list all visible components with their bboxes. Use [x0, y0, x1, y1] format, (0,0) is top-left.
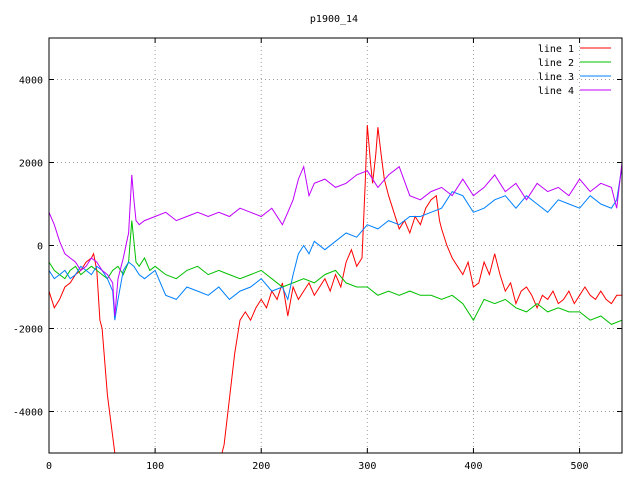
x-tick-label: 200 — [252, 461, 270, 472]
x-tick-label: 400 — [464, 461, 482, 472]
series-line-3 — [49, 166, 622, 321]
y-tick-label: 2000 — [19, 159, 43, 170]
series-line-4 — [49, 162, 622, 317]
chart-title: p1900_14 — [310, 14, 358, 25]
legend: line 1 line 2 line 3 line 4 — [538, 44, 611, 97]
gridlines — [49, 38, 622, 453]
legend-label-2: line 2 — [538, 58, 574, 69]
legend-label-3: line 3 — [538, 72, 574, 83]
series-line-2 — [49, 220, 622, 325]
legend-label-4: line 4 — [538, 86, 574, 97]
y-tick-label: -4000 — [13, 408, 43, 419]
plot-frame — [48, 37, 623, 454]
x-tick-label: 0 — [46, 461, 52, 472]
axis-ticks: 0 100 200 300 400 500 -4000 -2000 0 2000 4000 — [13, 38, 622, 472]
x-tick-label: 100 — [146, 461, 164, 472]
y-tick-label: -2000 — [13, 325, 43, 336]
series-layer — [49, 125, 622, 453]
legend-label-1: line 1 — [538, 44, 574, 55]
series-line-1 — [49, 125, 622, 453]
y-tick-label: 0 — [37, 242, 43, 253]
y-tick-label: 4000 — [19, 76, 43, 87]
x-tick-label: 500 — [571, 461, 589, 472]
x-tick-label: 300 — [358, 461, 376, 472]
